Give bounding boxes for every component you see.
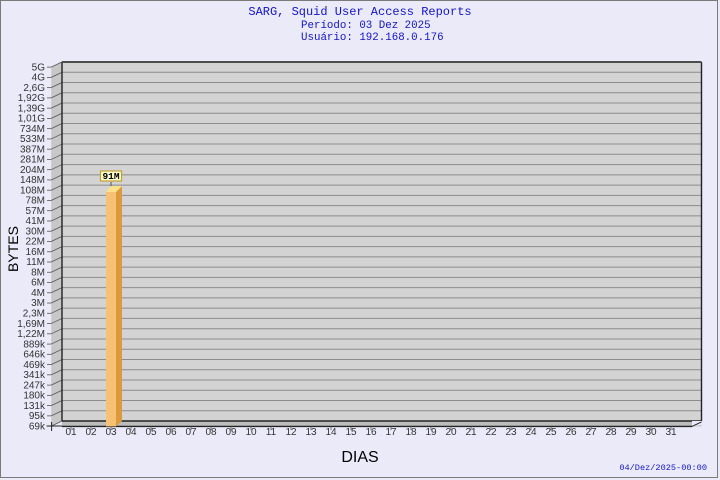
svg-text:22: 22 [485, 427, 497, 438]
svg-text:07: 07 [185, 427, 197, 438]
svg-text:03: 03 [105, 427, 117, 438]
svg-text:05: 05 [145, 427, 157, 438]
svg-text:18: 18 [405, 427, 417, 438]
svg-text:25: 25 [545, 427, 557, 438]
svg-text:06: 06 [165, 427, 177, 438]
svg-text:15: 15 [345, 427, 357, 438]
svg-text:21: 21 [465, 427, 477, 438]
svg-text:91M: 91M [102, 171, 119, 182]
svg-text:30: 30 [645, 427, 657, 438]
svg-text:09: 09 [225, 427, 237, 438]
svg-text:23: 23 [505, 427, 517, 438]
svg-text:28: 28 [605, 427, 617, 438]
svg-text:08: 08 [205, 427, 217, 438]
svg-text:04: 04 [125, 427, 137, 438]
svg-text:27: 27 [585, 427, 597, 438]
svg-text:02: 02 [85, 427, 97, 438]
svg-text:24: 24 [525, 427, 537, 438]
svg-text:01: 01 [65, 427, 77, 438]
svg-text:17: 17 [385, 427, 397, 438]
svg-text:14: 14 [325, 427, 337, 438]
svg-text:69k: 69k [29, 421, 46, 432]
svg-text:26: 26 [565, 427, 577, 438]
svg-text:10: 10 [245, 427, 257, 438]
svg-text:19: 19 [425, 427, 437, 438]
svg-text:12: 12 [285, 427, 297, 438]
svg-text:13: 13 [305, 427, 317, 438]
svg-text:20: 20 [445, 427, 457, 438]
svg-text:11: 11 [266, 427, 277, 438]
svg-text:31: 31 [665, 427, 677, 438]
svg-text:29: 29 [625, 427, 637, 438]
svg-text:16: 16 [365, 427, 377, 438]
